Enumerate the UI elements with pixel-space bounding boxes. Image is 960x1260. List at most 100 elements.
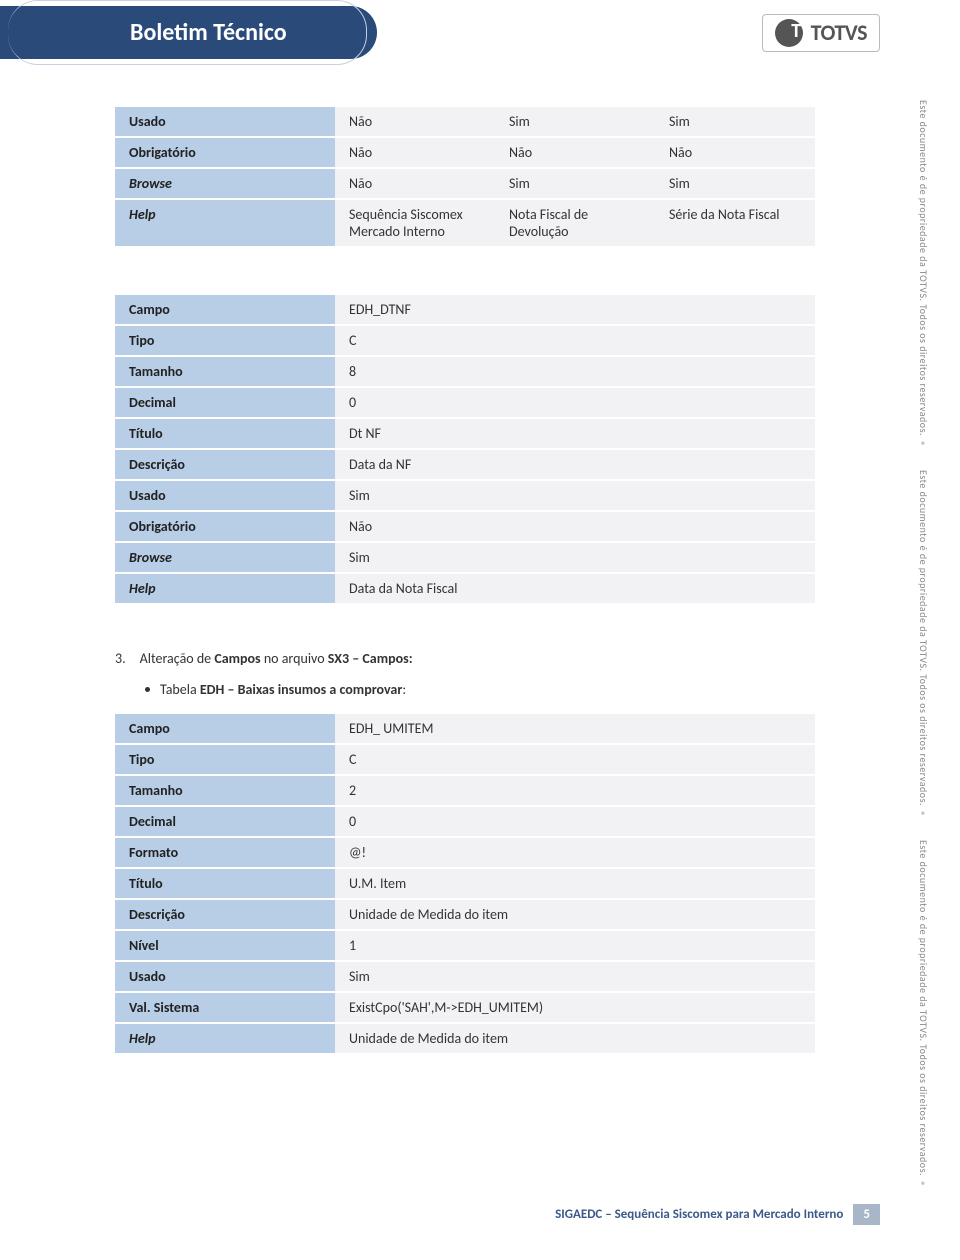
table-properties-3: CampoEDH_ UMITEMTipoCTamanho2Decimal0For… <box>115 712 815 1055</box>
field-value: Sequência Siscomex Mercado Interno <box>335 200 495 246</box>
field-value: Não <box>495 138 655 167</box>
field-value: 2 <box>335 776 815 805</box>
field-value: Sim <box>655 107 815 136</box>
field-label: Descrição <box>115 900 335 929</box>
side-note: Este documento é de propriedade da TOTVS… <box>917 470 930 822</box>
field-value: Não <box>335 107 495 136</box>
table-row: UsadoNãoSimSim <box>115 107 815 136</box>
table-row: TipoC <box>115 745 815 774</box>
field-label: Usado <box>115 107 335 136</box>
table-row: Nível1 <box>115 931 815 960</box>
bullet-text: Tabela EDH – Baixas insumos a comprovar: <box>160 681 406 698</box>
field-value: Nota Fiscal de Devolução <box>495 200 655 246</box>
page-header: Boletim Técnico TOTVS <box>0 0 960 65</box>
field-label: Título <box>115 869 335 898</box>
field-value: Sim <box>655 169 815 198</box>
field-value: Não <box>335 138 495 167</box>
table-row: CampoEDH_DTNF <box>115 295 815 324</box>
field-value: 0 <box>335 388 815 417</box>
section-number: 3. <box>115 650 126 667</box>
field-label: Descrição <box>115 450 335 479</box>
footer-text: SIGAEDC – Sequência Siscomex para Mercad… <box>555 1207 843 1222</box>
field-value: Sim <box>495 169 655 198</box>
field-label: Help <box>115 574 335 603</box>
field-value: Sim <box>495 107 655 136</box>
field-value: Não <box>335 169 495 198</box>
field-label: Tamanho <box>115 357 335 386</box>
side-note: Este documento é de propriedade da TOTVS… <box>917 840 930 1192</box>
field-label: Formato <box>115 838 335 867</box>
table-row: Tamanho8 <box>115 357 815 386</box>
field-label: Tamanho <box>115 776 335 805</box>
page-content: UsadoNãoSimSimObrigatórioNãoNãoNãoBrowse… <box>0 65 960 1055</box>
table-properties-1: UsadoNãoSimSimObrigatórioNãoNãoNãoBrowse… <box>115 105 815 248</box>
field-label: Decimal <box>115 807 335 836</box>
table-row: DescriçãoUnidade de Medida do item <box>115 900 815 929</box>
section-text: Alteração de Campos no arquivo SX3 – Cam… <box>140 650 413 667</box>
field-value: U.M. Item <box>335 869 815 898</box>
field-value: C <box>335 326 815 355</box>
field-label: Campo <box>115 714 335 743</box>
field-value: 0 <box>335 807 815 836</box>
logo-icon <box>775 19 803 47</box>
field-label: Obrigatório <box>115 512 335 541</box>
table-row: UsadoSim <box>115 481 815 510</box>
table-row: CampoEDH_ UMITEM <box>115 714 815 743</box>
field-value: EDH_ UMITEM <box>335 714 815 743</box>
table-row: Formato@! <box>115 838 815 867</box>
bullet-icon <box>145 687 150 692</box>
field-label: Usado <box>115 962 335 991</box>
field-label: Val. Sistema <box>115 993 335 1022</box>
field-value: 8 <box>335 357 815 386</box>
field-value: @! <box>335 838 815 867</box>
page-number: 5 <box>853 1204 880 1225</box>
table-row: Decimal0 <box>115 388 815 417</box>
logo-text: TOTVS <box>811 19 867 46</box>
table-row: Decimal0 <box>115 807 815 836</box>
table-row: ObrigatórioNão <box>115 512 815 541</box>
field-value: Não <box>655 138 815 167</box>
field-label: Título <box>115 419 335 448</box>
field-value: Sim <box>335 543 815 572</box>
bullet-item: Tabela EDH – Baixas insumos a comprovar: <box>145 681 815 698</box>
field-value: Unidade de Medida do item <box>335 1024 815 1053</box>
field-value: Sim <box>335 962 815 991</box>
field-value: Dt NF <box>335 419 815 448</box>
table-row: UsadoSim <box>115 962 815 991</box>
table-row: HelpData da Nota Fiscal <box>115 574 815 603</box>
field-label: Help <box>115 1024 335 1053</box>
section-heading: 3. Alteração de Campos no arquivo SX3 – … <box>115 650 815 667</box>
field-value: 1 <box>335 931 815 960</box>
field-value: Sim <box>335 481 815 510</box>
field-label: Nível <box>115 931 335 960</box>
field-value: Unidade de Medida do item <box>335 900 815 929</box>
field-label: Browse <box>115 543 335 572</box>
field-label: Usado <box>115 481 335 510</box>
table-row: TipoC <box>115 326 815 355</box>
field-label: Tipo <box>115 745 335 774</box>
table-row: DescriçãoData da NF <box>115 450 815 479</box>
field-value: Data da NF <box>335 450 815 479</box>
field-label: Tipo <box>115 326 335 355</box>
table-row: BrowseNãoSimSim <box>115 169 815 198</box>
field-label: Obrigatório <box>115 138 335 167</box>
table-row: BrowseSim <box>115 543 815 572</box>
field-value: Data da Nota Fiscal <box>335 574 815 603</box>
page-footer: SIGAEDC – Sequência Siscomex para Mercad… <box>555 1204 880 1225</box>
field-label: Decimal <box>115 388 335 417</box>
table-row: HelpUnidade de Medida do item <box>115 1024 815 1053</box>
field-label: Help <box>115 200 335 246</box>
page-title: Boletim Técnico <box>0 6 377 59</box>
table-row: HelpSequência Siscomex Mercado InternoNo… <box>115 200 815 246</box>
table-row: Val. SistemaExistCpo('SAH',M->EDH_UMITEM… <box>115 993 815 1022</box>
table-row: TítuloDt NF <box>115 419 815 448</box>
field-label: Browse <box>115 169 335 198</box>
table-properties-2: CampoEDH_DTNFTipoCTamanho8Decimal0Título… <box>115 293 815 605</box>
field-value: EDH_DTNF <box>335 295 815 324</box>
field-value: ExistCpo('SAH',M->EDH_UMITEM) <box>335 993 815 1022</box>
brand-logo: TOTVS <box>762 14 880 52</box>
table-row: ObrigatórioNãoNãoNão <box>115 138 815 167</box>
field-value: Série da Nota Fiscal <box>655 200 815 246</box>
table-row: Tamanho2 <box>115 776 815 805</box>
field-value: C <box>335 745 815 774</box>
